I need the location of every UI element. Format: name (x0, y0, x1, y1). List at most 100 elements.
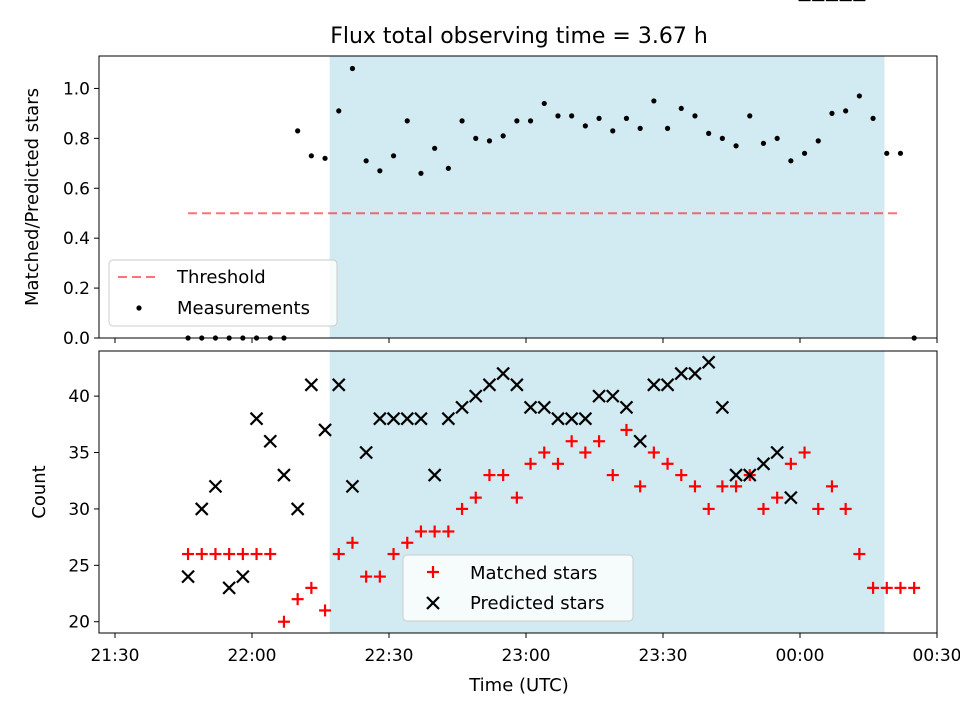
y-tick-label: 35 (68, 444, 90, 464)
measurement-point (569, 113, 575, 119)
x-stroke (674, 366, 689, 381)
measurement-point (760, 140, 767, 146)
predicted-star-point (345, 479, 360, 494)
x-stroke (742, 468, 757, 482)
matched-star-point (730, 480, 743, 493)
y-axis-label: Count (29, 465, 50, 518)
measurement-point (706, 130, 712, 136)
x-stroke (523, 400, 538, 415)
predicted-star-point (468, 389, 483, 403)
legend-measurements-label: Measurements (177, 298, 310, 319)
predicted-star-point (414, 411, 428, 426)
predicted-star-point (236, 569, 250, 584)
count-panel: 20 25 30 35 40 21:30 22:00 22:30 23:00 23:30 00:0… (29, 0, 960, 696)
x-stroke (277, 468, 291, 482)
y-tick-label: 0.0 (63, 329, 90, 349)
y-tick-label: 30 (68, 500, 90, 520)
measurement-point (459, 118, 465, 124)
measurement-point (856, 93, 862, 99)
predicted-star-point (674, 366, 689, 381)
matched-star-point (373, 570, 386, 583)
x-stroke (386, 411, 401, 426)
y-tick-label: 0.6 (63, 179, 90, 199)
x-stroke (551, 411, 565, 426)
predicted-star-point (633, 434, 647, 449)
x-stroke (249, 411, 264, 426)
matched-star-point (702, 502, 715, 515)
predicted-star-point (742, 468, 757, 482)
measurement-point (322, 155, 328, 161)
measurement-point (664, 125, 671, 131)
x-stroke (633, 434, 647, 449)
measurement-point (349, 65, 356, 72)
matched-star-point (565, 435, 578, 448)
measurement-point (377, 168, 383, 174)
x-stroke (592, 389, 606, 403)
predicted-star-point (386, 411, 401, 426)
matched-star-point (634, 480, 647, 493)
predicted-star-point (523, 400, 538, 415)
y-axis-ticks: 20 25 30 35 40 (68, 387, 99, 633)
matched-star-point (812, 502, 825, 515)
predicted-star-point (660, 378, 675, 392)
x-stroke (304, 378, 319, 392)
predicted-star-point (249, 411, 264, 426)
x-stroke (455, 400, 469, 415)
x-axis-label: Time (UTC) (468, 675, 569, 696)
x-stroke (578, 411, 593, 426)
x-stroke (496, 366, 510, 381)
x-stroke (756, 457, 771, 471)
matched-star-point (442, 525, 455, 538)
measurement-point (774, 135, 780, 141)
matched-star-point (538, 446, 551, 459)
x-tick-label: 23:00 (501, 646, 550, 666)
matched-star-point (784, 457, 797, 470)
y-tick-label: 25 (68, 556, 90, 576)
legend-matched-swatch (427, 566, 439, 578)
predicted-star-point (318, 423, 332, 437)
predicted-star-point (496, 366, 510, 381)
y-axis-ticks: 0.0 0.2 0.4 0.6 0.8 1.0 (63, 79, 99, 349)
measurement-point (733, 143, 739, 149)
predicted-star-point (290, 502, 305, 516)
measurement-point (651, 98, 657, 104)
measurement-point (692, 113, 698, 119)
measurement-point (719, 135, 725, 141)
predicted-star-point (688, 366, 702, 381)
predicted-star-point (605, 389, 620, 403)
x-stroke (729, 468, 743, 482)
matched-star-point (880, 581, 893, 594)
measurement-point (445, 165, 451, 171)
matched-star-point (360, 570, 373, 583)
predicted-star-point (222, 581, 236, 595)
predicted-star-point (770, 445, 784, 460)
matched-star-point (510, 491, 523, 504)
x-tick-label: 23:30 (638, 646, 687, 666)
x-tick-label: 00:00 (775, 646, 824, 666)
measurement-point (747, 113, 753, 119)
measurement-point (884, 150, 890, 156)
matched-star-point (551, 457, 564, 470)
measurement-point (500, 133, 506, 139)
predicted-star-point (304, 378, 319, 392)
matched-star-point (593, 435, 606, 448)
x-stroke (770, 445, 784, 460)
x-axis-ticks (114, 338, 938, 343)
measurement-point (541, 100, 547, 107)
matched-star-point (428, 525, 441, 538)
measurement-point (418, 170, 424, 176)
matched-star-point (771, 491, 784, 504)
matched-star-point (579, 446, 592, 459)
predicted-star-point (482, 378, 497, 392)
measurement-point (815, 138, 821, 144)
matched-star-point (195, 548, 208, 561)
matched-star-point (264, 548, 277, 561)
matched-star-point (675, 469, 688, 482)
measurement-point (678, 105, 684, 112)
matched-star-point (716, 480, 729, 493)
matched-star-point (620, 423, 633, 436)
x-stroke (701, 355, 716, 370)
measurement-point (596, 115, 602, 121)
predicted-star-point (373, 411, 387, 426)
predicted-star-point (277, 468, 291, 482)
